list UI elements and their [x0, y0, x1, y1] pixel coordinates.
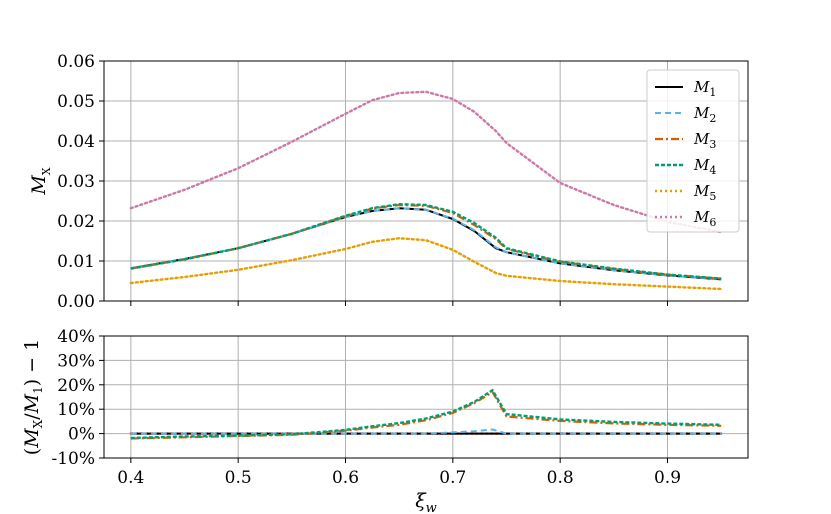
bottom-grid [104, 335, 748, 459]
series-line-m5 [129, 236, 723, 291]
y-tick-label: 20% [57, 376, 95, 396]
y-tick-label: 0.06 [57, 52, 95, 72]
x-tick-label: 0.4 [117, 468, 144, 488]
top-xticks [130, 301, 668, 306]
x-tick-label: 0.5 [225, 468, 252, 488]
y-tick-label: 40% [57, 327, 95, 347]
series-line-m1 [130, 207, 722, 281]
series-line-m4 [130, 389, 722, 440]
y-tick-label: 0.00 [57, 292, 95, 312]
series-line-m2 [130, 428, 722, 435]
bottom-ylabel-s2: 1 [31, 386, 45, 394]
legend-label-m3: M3 [693, 130, 716, 151]
top-yticks: 0.00 0.01 0.02 0.03 0.04 0.05 0.06 [57, 52, 104, 312]
y-tick-label: 0.01 [57, 252, 95, 272]
bottom-xticks: 0.4 0.5 0.6 0.7 0.8 0.9 [117, 458, 681, 488]
x-tick-label: 0.8 [547, 468, 574, 488]
bottom-xlabel-main: ξ [415, 490, 427, 512]
legend-items: M1 M2 M3 M4 M5 M6 [655, 78, 716, 229]
y-tick-label: 0.02 [57, 212, 95, 232]
top-series [129, 90, 723, 291]
bottom-ylabel-close: ) − 1 [21, 339, 43, 387]
y-tick-label: 10% [57, 400, 95, 420]
legend-label-m6: M6 [693, 208, 716, 229]
series-line-m2 [130, 207, 722, 281]
bottom-xlabel: ξw [415, 490, 437, 514]
series-line-m6 [129, 90, 723, 234]
legend-label-m5: M5 [693, 182, 716, 203]
bottom-yticks: -10% 0% 10% 20% 30% 40% [51, 327, 104, 469]
y-tick-label: 0.03 [57, 172, 95, 192]
x-tick-label: 0.9 [654, 468, 681, 488]
bottom-xlabel-sub: w [426, 501, 437, 514]
x-tick-label: 0.6 [332, 468, 359, 488]
top-ylabel: MX [28, 167, 53, 195]
y-tick-label: 0.05 [57, 92, 95, 112]
legend: M1 M2 M3 M4 M5 M6 [646, 69, 740, 233]
y-tick-label: -10% [51, 449, 95, 469]
bottom-axes-frame [103, 335, 749, 459]
bottom-ylabel-m1: M [21, 428, 43, 449]
bottom-ylabel-open: ( [21, 448, 43, 455]
series-line-m3 [130, 391, 722, 440]
legend-label-m2: M2 [693, 104, 716, 125]
bottom-ylabel-s1: X [31, 419, 45, 428]
legend-box [646, 69, 740, 233]
bottom-panel: -10%0%10%20%30%40% 0.4 0.5 0.6 0.7 0.8 0.9 (M… [21, 327, 749, 514]
bottom-ylabel-m2: M [21, 393, 43, 414]
y-tick-label: 0% [68, 425, 95, 445]
x-tick-label: 0.7 [439, 468, 466, 488]
legend-label-m1: M1 [693, 78, 716, 99]
series-line-m3 [130, 203, 722, 280]
y-tick-label: 30% [57, 351, 95, 371]
top-ylabel-sub: X [40, 167, 53, 175]
y-tick-label: 0.04 [57, 132, 95, 152]
top-ylabel-main: M [28, 175, 50, 196]
bottom-ylabel: (MX/M1) − 1 [21, 339, 45, 455]
top-panel: 0.00 0.01 0.02 0.03 0.04 0.05 0.06 MX M1 M2 M3 M4… [28, 52, 749, 312]
bottom-ylabel-slash: / [21, 413, 43, 420]
legend-label-m4: M4 [693, 156, 716, 177]
bottom-series [129, 389, 723, 440]
